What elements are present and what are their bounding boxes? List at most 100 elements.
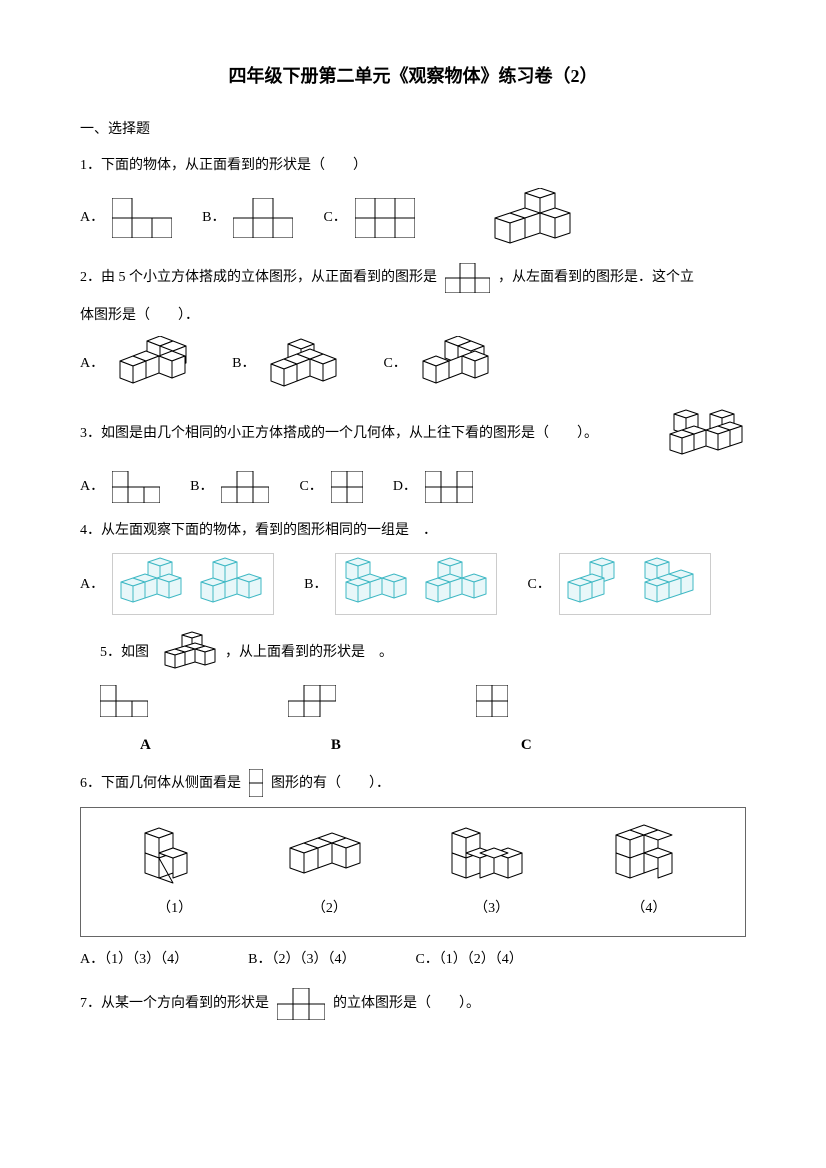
option-label: A． xyxy=(80,572,104,597)
q1-option-c: C． xyxy=(323,198,414,238)
q5-shape-c xyxy=(476,685,508,717)
cube-pair-icon xyxy=(335,553,497,615)
q6-options: A．（1）（3）（4） B．（2）（3）（4） C．（1）（2）（4） xyxy=(80,947,746,972)
question-text: 3．如图是由几个相同的小正方体搭成的一个几何体，从上往下看的图形是（ ）。 xyxy=(80,421,598,446)
fig-label: （1） xyxy=(135,896,215,921)
q3-option-b: B． xyxy=(190,471,269,503)
label-a: A xyxy=(140,732,151,759)
question-1: 1．下面的物体，从正面看到的形状是（ ） xyxy=(80,153,746,178)
label-c: C xyxy=(521,732,532,759)
option-label: A． xyxy=(80,351,104,376)
cube-figure-icon xyxy=(485,188,575,248)
q3-3d-figure xyxy=(666,406,746,461)
q6-option-c: C．（1）（2）（4） xyxy=(415,947,522,972)
question-text: 1．下面的物体，从正面看到的形状是（ ） xyxy=(80,153,367,178)
fig-label: （2） xyxy=(282,896,377,921)
question-text: 6．下面几何体从侧面看是 xyxy=(80,771,241,796)
question-3: 3．如图是由几个相同的小正方体搭成的一个几何体，从上往下看的图形是（ ）。 xyxy=(80,406,746,461)
flat-shape-icon xyxy=(100,685,148,717)
flat-shape-icon xyxy=(288,685,336,717)
cube-pair-icon xyxy=(112,553,274,615)
question-text: ，从上面看到的形状是 。 xyxy=(225,640,393,665)
q5-3d-figure xyxy=(157,630,217,675)
q2-options: A． B． C． xyxy=(80,336,746,391)
option-label: C． xyxy=(383,351,406,376)
cube-pair-icon xyxy=(559,553,711,615)
flat-shape-icon xyxy=(355,198,415,238)
cube-figure-icon xyxy=(606,823,691,888)
question-text: 的立体图形是（ ）。 xyxy=(333,991,480,1016)
q3-option-c: C． xyxy=(299,471,362,503)
cube-figure-icon xyxy=(282,823,377,888)
q3-option-d: D． xyxy=(393,471,473,503)
q6-option-b: B．（2）（3）（4） xyxy=(248,947,355,972)
q6-option-a: A．（1）（3）（4） xyxy=(80,947,188,972)
section-header: 一、选择题 xyxy=(80,117,746,142)
question-text: 图形的有（ ）． xyxy=(271,771,390,796)
question-5: 5．如图 ，从上面看到的形状是 。 xyxy=(100,630,746,675)
q1-option-b: B． xyxy=(202,198,293,238)
cube-figure-icon xyxy=(666,406,746,461)
flat-shape-icon xyxy=(331,471,363,503)
option-label: A． xyxy=(80,474,104,499)
q2-option-a: A． xyxy=(80,336,202,391)
q6-fig-1: （1） xyxy=(135,823,215,921)
question-7: 7．从某一个方向看到的形状是 的立体图形是（ ）。 xyxy=(80,988,746,1020)
question-text: 5．如图 xyxy=(100,640,149,665)
q3-options: A． B． C． D． xyxy=(80,471,746,503)
cube-figure-icon xyxy=(263,336,353,391)
q2-option-c: C． xyxy=(383,336,504,391)
q5-shape-a xyxy=(100,685,148,717)
label-b: B xyxy=(331,732,341,759)
page-title: 四年级下册第二单元《观察物体》练习卷（2） xyxy=(80,60,746,92)
q5-shape-b xyxy=(288,685,336,717)
question-text: 7．从某一个方向看到的形状是 xyxy=(80,991,269,1016)
flat-shape-icon xyxy=(221,471,269,503)
option-label: C． xyxy=(299,474,322,499)
q1-3d-figure xyxy=(485,188,575,248)
flat-shape-icon xyxy=(233,198,293,238)
question-text: 2．由 5 个小立方体搭成的立体图形，从正面看到的图形是 xyxy=(80,265,437,290)
cube-figure-icon xyxy=(112,336,202,391)
q4-options: A． B． xyxy=(80,553,746,615)
q4-option-c: C． xyxy=(527,553,710,615)
option-label: B． xyxy=(304,572,327,597)
inline-shape-icon xyxy=(249,769,263,797)
q3-option-a: A． xyxy=(80,471,160,503)
flat-shape-icon xyxy=(112,198,172,238)
option-label: D． xyxy=(393,474,417,499)
question-4: 4．从左面观察下面的物体，看到的图形相同的一组是 ． xyxy=(80,518,746,543)
fig-label: （4） xyxy=(606,896,691,921)
option-label: C． xyxy=(527,572,550,597)
question-2: 2．由 5 个小立方体搭成的立体图形，从正面看到的图形是 ，从左面看到的图形是．… xyxy=(80,263,746,293)
option-label: C． xyxy=(323,205,346,230)
q2-option-b: B． xyxy=(232,336,353,391)
cube-figure-icon xyxy=(415,336,505,391)
q4-option-a: A． xyxy=(80,553,274,615)
fig-label: （3） xyxy=(444,896,539,921)
q5-labels: A B C xyxy=(140,732,746,759)
inline-shape-icon xyxy=(277,988,325,1020)
flat-shape-icon xyxy=(112,471,160,503)
question-text-cont: 体图形是（ ）． xyxy=(80,303,746,328)
cube-figure-icon xyxy=(157,630,217,675)
option-label: B． xyxy=(202,205,225,230)
cube-figure-icon xyxy=(135,823,215,888)
q6-fig-4: （4） xyxy=(606,823,691,921)
q1-options: A． B． C． xyxy=(80,188,746,248)
option-label: B． xyxy=(232,351,255,376)
question-text: 4．从左面观察下面的物体，看到的图形相同的一组是 ． xyxy=(80,518,437,543)
cube-figure-icon xyxy=(444,823,539,888)
q6-fig-2: （2） xyxy=(282,823,377,921)
q5-options xyxy=(100,685,746,717)
q6-fig-3: （3） xyxy=(444,823,539,921)
q6-figures-box: （1） （2） （3） xyxy=(80,807,746,937)
question-6: 6．下面几何体从侧面看是 图形的有（ ）． xyxy=(80,769,746,797)
option-label: B． xyxy=(190,474,213,499)
inline-shape-icon xyxy=(445,263,490,293)
flat-shape-icon xyxy=(476,685,508,717)
q4-option-b: B． xyxy=(304,553,497,615)
question-text: ，从左面看到的图形是．这个立 xyxy=(498,265,694,290)
flat-shape-icon xyxy=(425,471,473,503)
q1-option-a: A． xyxy=(80,198,172,238)
